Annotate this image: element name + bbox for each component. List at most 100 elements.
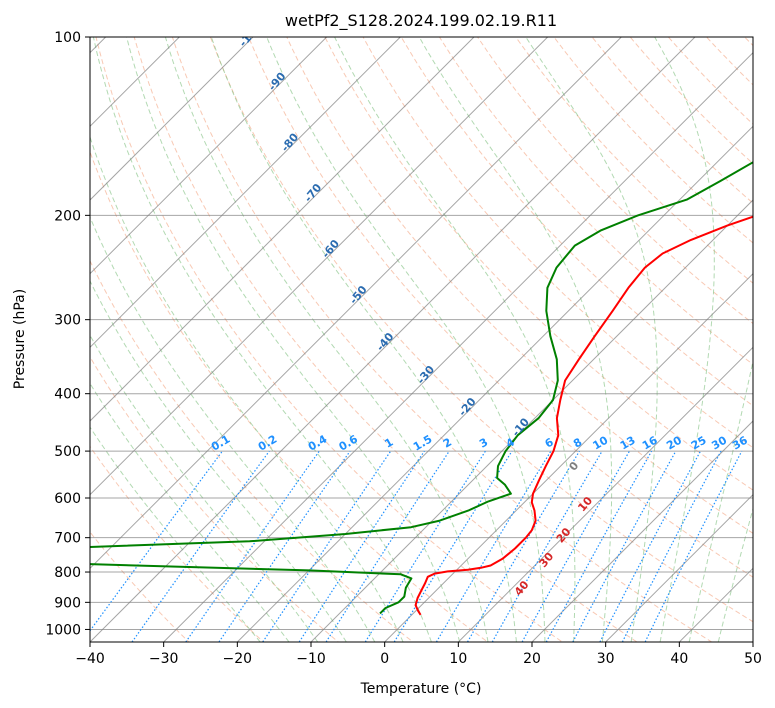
dry-adiabat-line — [400, 37, 753, 407]
mixing-ratio-line — [521, 450, 631, 642]
dry-adiabat-label: -70 — [302, 181, 325, 205]
mixing-ratio-line — [185, 450, 320, 642]
mixing-ratio-label: 1.5 — [411, 433, 434, 454]
moist-adiabat-line — [90, 426, 261, 642]
y-tick-label: 400 — [54, 387, 81, 403]
dry-adiabat-label: -30 — [415, 363, 438, 387]
profile-series-line — [90, 161, 753, 615]
isotherm-line — [531, 420, 753, 642]
dry-adiabat-line — [476, 37, 753, 325]
plot-area: 0.1 0.2 0.4 0.6 1 1.5 2 3 4 6 8 10 13 16 20 25 30 36-100-… — [90, 20, 753, 642]
y-tick-label: 700 — [54, 531, 81, 547]
mixing-ratio-line — [435, 450, 552, 642]
mixing-ratio-label: 30 — [709, 433, 729, 452]
isotherm-line — [457, 346, 753, 642]
dry-adiabat-line — [133, 37, 638, 642]
moist-adiabat-line — [90, 334, 319, 642]
plot-frame — [89, 36, 754, 643]
moist-adiabat-line — [90, 135, 404, 642]
moist-adiabat-line — [717, 506, 753, 642]
mixing-ratio-line — [90, 450, 223, 632]
moist-adiabats — [90, 37, 753, 642]
moist-adiabat-line — [164, 37, 489, 642]
isotherm-line — [384, 272, 753, 642]
x-tick-label: 0 — [380, 651, 389, 667]
mixing-ratio-line — [545, 450, 653, 642]
moist-adiabat-line — [90, 215, 376, 642]
moist-adiabat-label: 30 — [537, 550, 557, 570]
mixing-ratio-label: 1 — [382, 436, 395, 451]
dry-adiabat-line — [743, 37, 753, 47]
y-tick-label: 200 — [54, 208, 81, 224]
dry-adiabat-line — [705, 37, 753, 86]
moist-adiabat-line — [334, 37, 576, 642]
isotherm-line — [236, 125, 753, 642]
mixing-ratio-label: 0.2 — [256, 433, 279, 454]
dry-adiabat-label: -60 — [319, 237, 342, 261]
mixing-ratio-line — [218, 450, 351, 642]
isotherm-line — [90, 37, 328, 275]
mixing-ratio-line — [262, 450, 392, 642]
moist-adiabat-line — [688, 358, 753, 642]
mixing-ratio-label: 8 — [571, 436, 584, 451]
profile-lines — [90, 161, 753, 616]
isotherm-line — [90, 37, 696, 642]
isotherm-line — [678, 567, 753, 642]
dry-adiabat-line — [171, 37, 713, 642]
isobars — [90, 37, 753, 630]
dry-adiabat-label: -10 — [509, 415, 532, 439]
mixing-ratio-label: 25 — [689, 434, 709, 453]
dry-adiabat-label: -40 — [374, 330, 397, 354]
x-axis-label: Temperature (°C) — [360, 681, 482, 697]
moist-adiabat-line — [126, 37, 461, 642]
moist-adiabat-label: 0 — [566, 459, 581, 473]
mixing-ratio-line — [325, 450, 450, 642]
moist-adiabat-line — [90, 382, 290, 642]
mixing-ratio-line — [298, 450, 425, 642]
moist-adiabat-line — [266, 37, 546, 642]
dry-adiabat-line — [667, 37, 753, 125]
x-tick-label: 30 — [597, 651, 615, 667]
isotherm-line — [605, 493, 753, 642]
mixing-ratio-label: 16 — [640, 433, 660, 452]
mixing-ratio-label: 0.1 — [209, 433, 232, 454]
mixing-ratio-line — [644, 450, 743, 642]
mixing-ratio-line — [364, 450, 486, 642]
mixing-ratio-line — [572, 450, 677, 642]
dry-adiabat-line — [209, 37, 753, 623]
mixing-ratio-label: 0.6 — [337, 432, 361, 453]
mixing-ratio-label: 3 — [477, 436, 490, 451]
y-axis-ticks: 100 200 300 400 500 600 700 800 900 1000 — [45, 30, 90, 638]
isotherm-line — [752, 641, 753, 642]
moist-adiabat-line — [654, 37, 715, 642]
mixing-ratio-line — [599, 450, 702, 642]
moist-adiabat-line — [210, 37, 517, 642]
dry-adiabat-line — [90, 356, 340, 642]
mixing-ratio-line — [621, 450, 722, 642]
y-tick-label: 600 — [54, 491, 81, 507]
x-tick-label: 20 — [523, 651, 541, 667]
y-tick-label: 100 — [54, 30, 81, 46]
isotherm-line — [163, 51, 753, 642]
x-tick-label: 50 — [744, 651, 762, 667]
x-tick-label: −10 — [296, 651, 326, 667]
dry-adiabat-label: -100 — [236, 20, 264, 50]
x-tick-label: −20 — [223, 651, 253, 667]
moist-adiabat-label: 10 — [575, 494, 595, 514]
dry-adiabat-line — [90, 150, 489, 642]
dry-adiabat-line — [90, 445, 265, 642]
isotherm-line — [90, 37, 549, 496]
mixing-ratio-line — [131, 450, 270, 642]
dry-adiabat-label: -90 — [266, 70, 289, 94]
dry-adiabat-line — [362, 37, 753, 449]
y-axis-label: Pressure (hPa) — [12, 289, 28, 389]
mixing-ratio-label: 0.4 — [306, 432, 330, 453]
moist-adiabat-line — [525, 37, 658, 642]
moist-adiabat-line — [92, 37, 432, 642]
isotherm-line — [310, 199, 753, 642]
x-tick-label: 10 — [449, 651, 467, 667]
profile-series-line — [414, 215, 753, 616]
x-axis-ticks: −40 −30 −20 −10 0 10 20 30 40 50 — [75, 642, 762, 667]
dry-adiabat-line — [95, 37, 564, 642]
